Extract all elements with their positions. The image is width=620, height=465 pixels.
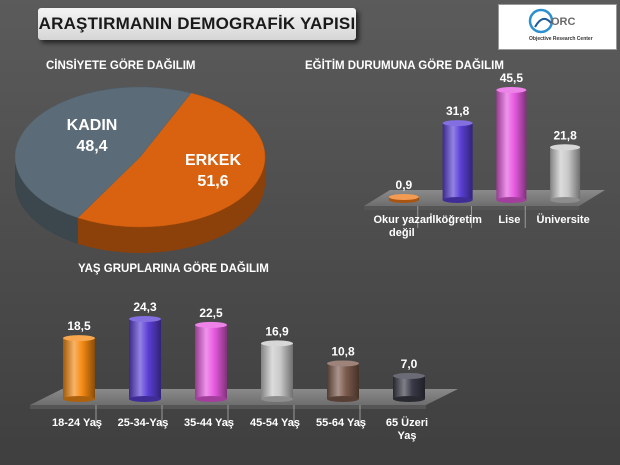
age-value-label: 24,3: [133, 300, 157, 314]
education-bar-base: [442, 197, 473, 203]
age-bar-base: [63, 396, 95, 402]
age-bar-top: [195, 321, 227, 328]
gender-section-title: CİNSİYETE GÖRE DAĞILIM: [46, 60, 196, 72]
age-bar: [63, 338, 95, 399]
pie-value-erkek: 51,6: [197, 173, 228, 190]
age-bar-base: [327, 396, 359, 402]
age-bar-top: [327, 360, 359, 367]
age-bar-top: [393, 372, 425, 379]
education-bar-top: [388, 194, 419, 200]
age-category-label: 65 Üzeri: [386, 416, 428, 429]
pie-side-erkek: [77, 157, 266, 253]
education-floor: [364, 190, 605, 206]
age-bar: [129, 319, 161, 399]
education-section-title: EĞİTİM DURUMUNA GÖRE DAĞILIM: [305, 60, 504, 72]
education-category-label: Okur yazar: [373, 214, 431, 226]
education-value-label: 0,9: [396, 178, 413, 192]
age-bar-base: [129, 396, 161, 402]
age-value-label: 10,8: [331, 344, 355, 358]
age-category-label: Yaş: [398, 430, 417, 442]
logo-arc-icon: [534, 17, 552, 28]
education-bar-top: [550, 144, 581, 151]
logo-swirl-icon: [528, 8, 554, 34]
age-bar-top: [129, 316, 161, 322]
age-bar-base: [195, 396, 227, 402]
education-bar: [496, 90, 527, 200]
pie-label-kadin: KADIN: [67, 117, 118, 134]
age-value-label: 7,0: [401, 357, 418, 371]
age-bar: [327, 363, 359, 399]
age-bar: [195, 324, 227, 399]
age-category-label: 45-54 Yaş: [250, 417, 300, 429]
age-value-label: 22,5: [199, 306, 223, 320]
education-value-label: 21,8: [553, 128, 577, 142]
education-category-label: İlköğretim: [429, 213, 482, 226]
pie-slice-erkek: [77, 92, 266, 228]
age-bar-top: [261, 340, 293, 347]
logo-subtitle: Objective Research Center: [529, 36, 593, 42]
age-bar-base: [261, 396, 293, 402]
pie-label-erkek: ERKEK: [185, 152, 241, 169]
pie-side-kadin: [15, 157, 78, 244]
gender-pie-chart: KADIN 48,4 ERKEK 51,6: [14, 86, 266, 253]
age-section-title: YAŞ GRUPLARINA GÖRE DAĞILIM: [78, 263, 269, 275]
logo-mark-text: ORC: [551, 16, 576, 28]
age-category-label: 35-44 Yaş: [184, 417, 234, 429]
education-category-label: değil: [389, 227, 415, 239]
age-bar-base: [393, 396, 425, 402]
education-category-label: Lise: [498, 214, 520, 226]
education-value-label: 45,5: [500, 71, 524, 85]
age-bar-chart: 18,5 18-24 Yaş 24,3 25-34-Yaş 22,5 35-44 Yaş 1…: [30, 300, 458, 442]
pie-value-kadin: 48,4: [76, 138, 107, 155]
education-category-label: Üniversite: [537, 213, 590, 226]
age-category-label: 25-34-Yaş: [118, 417, 169, 429]
education-value-label: 31,8: [446, 104, 470, 118]
title-banner: ARAŞTIRMANIN DEMOGRAFİK YAPISI: [38, 8, 356, 40]
age-bar-top: [63, 335, 95, 342]
age-value-label: 16,9: [265, 324, 289, 338]
age-category-label: 18-24 Yaş: [52, 417, 102, 429]
age-bar: [261, 343, 293, 399]
education-bar: [442, 123, 473, 200]
pie-slice-kadin: [14, 86, 192, 219]
age-value-label: 18,5: [67, 319, 91, 333]
education-bar: [550, 147, 581, 200]
education-bar-base: [496, 197, 527, 203]
age-category-label: 55-64 Yaş: [316, 417, 366, 429]
education-bar-top: [442, 120, 473, 127]
education-bar-top: [496, 87, 527, 93]
orc-logo-mark: ORC: [528, 8, 576, 34]
page-title: ARAŞTIRMANIN DEMOGRAFİK YAPISI: [38, 14, 356, 33]
age-bar: [393, 375, 425, 399]
orc-logo: ORC Objective Research Center: [498, 4, 617, 50]
education-bar-base: [550, 197, 581, 203]
